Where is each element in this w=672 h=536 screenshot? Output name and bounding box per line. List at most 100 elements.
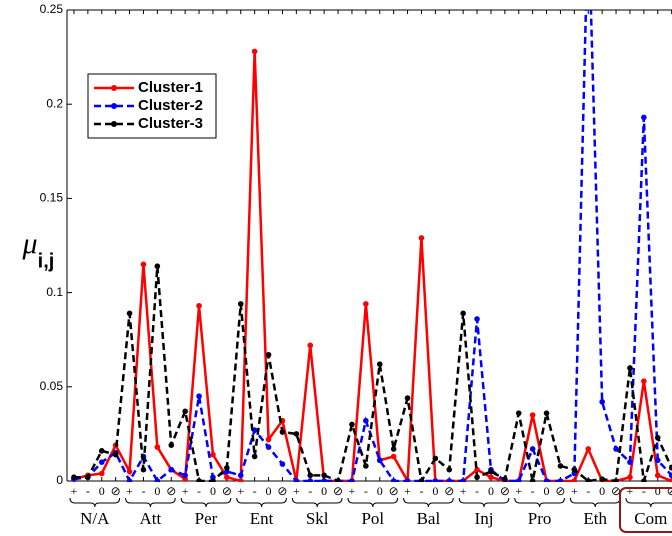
x-tick-label: ⊘ <box>333 484 343 498</box>
point <box>571 466 578 473</box>
point <box>112 451 119 458</box>
point <box>543 478 550 482</box>
point <box>168 442 175 449</box>
point <box>627 459 633 465</box>
x-tick-label: - <box>586 484 590 498</box>
x-tick-label: 0 <box>544 484 550 498</box>
point <box>557 478 564 482</box>
group-label: Skl <box>306 509 329 528</box>
x-tick-label: 0 <box>321 484 327 498</box>
point <box>279 429 286 435</box>
point <box>529 446 536 452</box>
y-tick-label: 0.05 <box>40 379 64 393</box>
point <box>641 478 647 482</box>
point <box>140 466 147 473</box>
point <box>196 393 202 400</box>
point <box>668 465 672 471</box>
point <box>376 457 383 464</box>
point <box>196 478 202 482</box>
series-line <box>73 10 672 482</box>
x-tick-label: - <box>253 484 257 498</box>
point <box>418 235 425 241</box>
point <box>126 478 133 482</box>
point <box>571 478 578 482</box>
x-tick-label: 0 <box>99 484 105 498</box>
legend-marker <box>111 85 117 91</box>
point <box>529 478 536 482</box>
point <box>641 378 647 384</box>
point <box>641 114 647 121</box>
x-tick-label: 0 <box>655 484 661 498</box>
x-tick-label: + <box>515 484 522 498</box>
x-tick-label: - <box>475 484 479 498</box>
group-label: Bal <box>417 509 441 528</box>
point <box>279 461 286 467</box>
group-bracket <box>514 497 565 508</box>
point <box>432 478 439 482</box>
group-bracket <box>347 497 399 508</box>
legend-label: Cluster-1 <box>138 79 203 96</box>
point <box>182 408 188 415</box>
x-tick-label: + <box>71 484 78 498</box>
group-label: Ent <box>250 509 274 528</box>
x-tick-label: + <box>349 484 356 498</box>
point <box>265 436 272 443</box>
point <box>98 448 105 454</box>
group-bracket <box>458 497 510 508</box>
point <box>168 466 175 473</box>
x-tick-label: - <box>308 484 312 498</box>
point <box>251 453 258 460</box>
point <box>613 446 619 452</box>
point <box>154 444 161 450</box>
y-tick-label: 0.25 <box>40 2 64 16</box>
x-tick-label: - <box>642 484 646 498</box>
x-tick-label: 0 <box>488 484 494 498</box>
point <box>418 478 425 482</box>
point <box>154 263 161 270</box>
x-tick-label: - <box>364 484 368 498</box>
x-tick-label: ⊘ <box>444 484 454 498</box>
x-tick-label: - <box>419 484 423 498</box>
point <box>460 478 466 482</box>
point <box>474 474 480 481</box>
point <box>432 455 439 462</box>
point <box>474 316 480 322</box>
point <box>210 478 216 482</box>
point <box>363 301 369 307</box>
point <box>668 478 672 482</box>
point <box>557 463 564 469</box>
group-bracket <box>236 497 287 508</box>
x-tick-label: + <box>404 484 411 498</box>
point <box>98 470 105 477</box>
x-tick-label: + <box>627 484 634 498</box>
point <box>321 478 327 482</box>
point <box>585 446 592 452</box>
point <box>265 444 272 450</box>
point <box>265 351 272 358</box>
x-tick-label: 0 <box>154 484 160 498</box>
point <box>668 472 672 479</box>
point <box>126 310 133 317</box>
point <box>627 474 633 481</box>
x-tick-label: + <box>126 484 133 498</box>
x-tick-label: + <box>237 484 244 498</box>
point <box>224 465 230 471</box>
x-tick-label: ⊘ <box>111 484 121 498</box>
point <box>237 472 244 479</box>
point <box>335 478 341 482</box>
x-tick-label: + <box>182 484 189 498</box>
point <box>390 453 397 460</box>
point <box>196 302 202 309</box>
x-tick-label: - <box>531 484 535 498</box>
y-label-sub: i,j <box>38 250 55 272</box>
point <box>237 301 244 307</box>
x-tick-label: ⊘ <box>611 484 621 498</box>
point <box>98 459 105 465</box>
group-label: Inj <box>475 509 494 528</box>
point <box>293 431 300 437</box>
x-tick-label: ⊘ <box>222 484 232 498</box>
point <box>349 478 355 482</box>
point <box>654 472 661 479</box>
point <box>182 472 188 479</box>
